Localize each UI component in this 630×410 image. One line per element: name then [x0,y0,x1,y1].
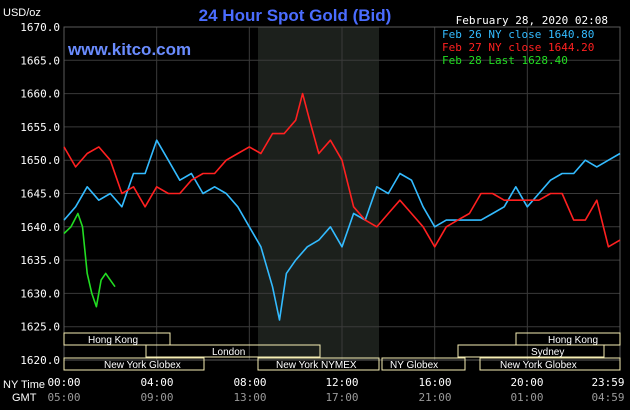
session-new-york-nymex-bar [257,357,380,371]
session-new-york-globex-2-label: New York Globex [500,360,577,371]
gmt-time-tick: 17:00 [325,391,358,404]
ny-time-tick: 00:00 [47,376,80,389]
y-tick-label: 1670.0 [20,21,60,34]
gmt-time-tick: 09:00 [140,391,173,404]
ny-time-tick: 04:00 [140,376,173,389]
legend-entry-feb27: Feb 27 NY close 1644.20 [442,41,594,54]
legend: Feb 26 NY close 1640.80 Feb 27 NY close … [442,28,594,67]
session-hong-kong-1-label: Hong Kong [88,335,138,346]
y-tick-label: 1620.0 [20,354,60,367]
session-london-label: London [212,347,245,358]
ny-time-tick: 23:59 [591,376,624,389]
session-sydney-label: Sydney [531,347,564,358]
y-tick-label: 1665.0 [20,54,60,67]
y-tick-label: 1640.0 [20,221,60,234]
gmt-time-tick: 01:00 [510,391,543,404]
gmt-time-tick: 04:59 [591,391,624,404]
session-new-york-globex-2-bar [479,357,621,371]
series-lines [63,92,621,321]
session-new-york-globex-1-label: New York Globex [104,360,181,371]
ny-time-tick: 16:00 [418,376,451,389]
session-london-bar [145,344,321,358]
legend-entry-feb28: Feb 28 Last 1628.40 [442,54,568,67]
session-hong-kong-2-label: Hong Kong [548,335,598,346]
session-ny-globex-label: NY Globex [390,360,438,371]
gmt-time-tick: 05:00 [47,391,80,404]
y-tick-label: 1635.0 [20,254,60,267]
y-tick-label: 1660.0 [20,88,60,101]
watermark: www.kitco.com [67,40,191,59]
ny-time-ticks: 00:00 04:00 08:00 12:00 16:00 20:00 23:5… [47,376,624,389]
y-tick-label: 1655.0 [20,121,60,134]
plot-frame [63,26,621,361]
session-new-york-globex-1-bar [63,357,205,371]
session-sydney-bar [457,344,605,358]
series-line-feb27 [63,92,621,248]
chart-date: February 28, 2020 02:08 [456,14,608,27]
y-tick-label: 1625.0 [20,321,60,334]
gmt-time-tick: 13:00 [233,391,266,404]
session-ny-globex-bar [381,357,466,371]
series-line-feb28 [63,212,116,308]
y-axis-units: USD/oz [3,7,41,19]
ny-time-tick: 08:00 [233,376,266,389]
series-line-feb26 [63,139,621,321]
y-axis-ticks: 1620.0 1625.0 1630.0 1635.0 1640.0 1645.0 1650… [20,21,60,367]
trading-sessions: Hong Kong New York Globex London New Yor… [63,332,621,371]
gmt-time-ticks: 05:00 09:00 13:00 17:00 21:00 01:00 04:5… [47,391,624,404]
chart-title: 24 Hour Spot Gold (Bid) [199,6,392,25]
y-tick-label: 1650.0 [20,154,60,167]
ny-time-label: NY Time [3,379,45,391]
legend-entry-feb26: Feb 26 NY close 1640.80 [442,28,594,41]
gmt-label: GMT [12,392,37,404]
y-tick-label: 1645.0 [20,188,60,201]
ny-time-tick: 12:00 [325,376,358,389]
gmt-time-tick: 21:00 [418,391,451,404]
session-hong-kong-1-bar [63,332,171,346]
ny-time-tick: 20:00 [510,376,543,389]
y-tick-label: 1630.0 [20,287,60,300]
session-new-york-nymex-label: New York NYMEX [276,360,357,371]
